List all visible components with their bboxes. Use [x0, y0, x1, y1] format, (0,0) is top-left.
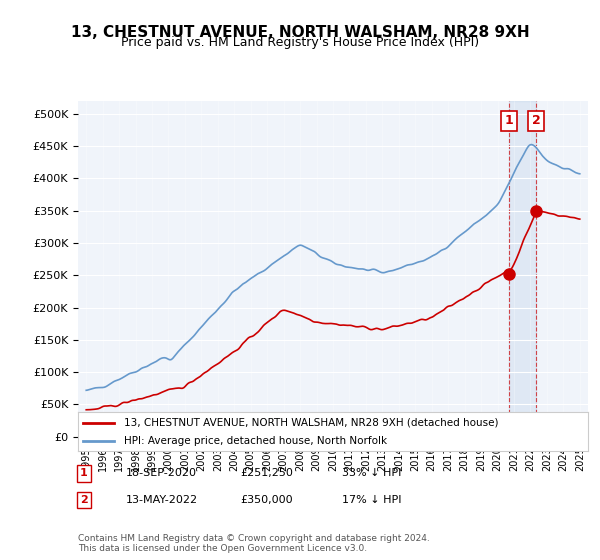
- Text: 33% ↓ HPI: 33% ↓ HPI: [342, 468, 401, 478]
- Text: 2: 2: [80, 495, 88, 505]
- Text: 1: 1: [505, 114, 514, 128]
- Text: 17% ↓ HPI: 17% ↓ HPI: [342, 495, 401, 505]
- Text: £251,250: £251,250: [240, 468, 293, 478]
- Text: Contains HM Land Registry data © Crown copyright and database right 2024.
This d: Contains HM Land Registry data © Crown c…: [78, 534, 430, 553]
- Text: £350,000: £350,000: [240, 495, 293, 505]
- Text: HPI: Average price, detached house, North Norfolk: HPI: Average price, detached house, Nort…: [124, 436, 387, 446]
- Text: 18-SEP-2020: 18-SEP-2020: [126, 468, 197, 478]
- Text: 13, CHESTNUT AVENUE, NORTH WALSHAM, NR28 9XH (detached house): 13, CHESTNUT AVENUE, NORTH WALSHAM, NR28…: [124, 418, 499, 428]
- Text: 1: 1: [80, 468, 88, 478]
- Text: Price paid vs. HM Land Registry's House Price Index (HPI): Price paid vs. HM Land Registry's House …: [121, 36, 479, 49]
- Text: 13-MAY-2022: 13-MAY-2022: [126, 495, 198, 505]
- Text: 2: 2: [532, 114, 541, 128]
- Text: 13, CHESTNUT AVENUE, NORTH WALSHAM, NR28 9XH: 13, CHESTNUT AVENUE, NORTH WALSHAM, NR28…: [71, 25, 529, 40]
- Bar: [509, 101, 536, 437]
